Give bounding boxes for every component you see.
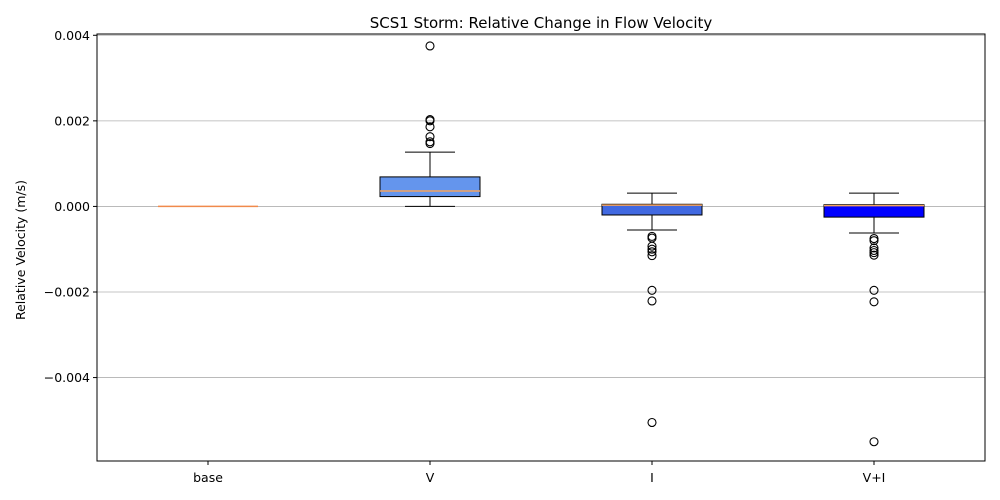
x-tick-label: V+I [863, 470, 886, 485]
outlier-point [425, 122, 435, 132]
y-tick-label: 0.002 [54, 113, 90, 128]
plot-frame [96, 33, 986, 462]
y-tick-label: −0.004 [44, 370, 90, 385]
outlier-point [869, 243, 879, 253]
outlier-point [647, 285, 657, 295]
iqr-box [823, 204, 925, 218]
outlier-point [647, 241, 657, 251]
iqr-box [379, 176, 481, 198]
y-axis-label: Relative Velocity (m/s) [13, 180, 28, 320]
outlier-point [647, 251, 657, 261]
box-V [379, 41, 481, 207]
outlier-point [647, 247, 657, 257]
iqr-box [601, 203, 703, 216]
outlier-point [425, 132, 435, 142]
chart-title: SCS1 Storm: Relative Change in Flow Velo… [370, 14, 713, 32]
outlier-point [647, 244, 657, 254]
outlier-point [869, 236, 879, 246]
outlier-point [647, 296, 657, 306]
y-ticks: 0.004 0.002 0.000 −0.002 −0.004 [44, 28, 97, 385]
outlier-point [869, 437, 879, 447]
box-V+I [823, 192, 925, 447]
y-tick-label: −0.002 [44, 284, 90, 299]
outlier-point [869, 248, 879, 258]
x-tick-label: V [426, 470, 435, 485]
x-tick-label: I [650, 470, 654, 485]
y-tick-label: 0.004 [54, 28, 90, 43]
outlier-point [425, 41, 435, 51]
x-ticks: base V I V+I [193, 461, 885, 485]
outlier-point [869, 285, 879, 295]
outlier-point [425, 116, 435, 126]
x-tick-label: base [193, 470, 223, 485]
box-I [601, 192, 703, 428]
outlier-point [647, 417, 657, 428]
boxes-layer [158, 41, 925, 447]
y-tick-label: 0.000 [54, 199, 90, 214]
outlier-point [869, 250, 879, 260]
outlier-point [869, 297, 879, 307]
outlier-point [425, 138, 435, 149]
